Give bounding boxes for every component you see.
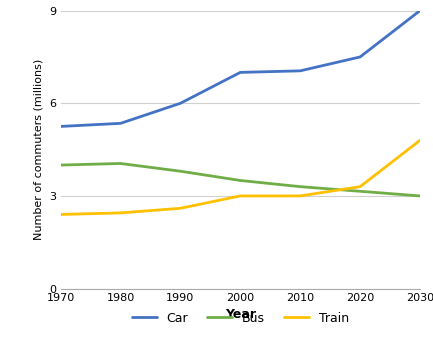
Train bbox=[118, 211, 123, 215]
Bus bbox=[297, 184, 303, 189]
Car bbox=[118, 121, 123, 125]
Bus bbox=[417, 194, 423, 198]
Train bbox=[238, 194, 243, 198]
Bus bbox=[178, 169, 183, 173]
Bus bbox=[118, 161, 123, 166]
Line: Train: Train bbox=[61, 140, 420, 215]
Line: Bus: Bus bbox=[61, 164, 420, 196]
Car bbox=[297, 69, 303, 73]
Train bbox=[58, 212, 63, 217]
Line: Car: Car bbox=[61, 11, 420, 126]
Car bbox=[58, 124, 63, 129]
Bus bbox=[58, 163, 63, 167]
Legend: Car, Bus, Train: Car, Bus, Train bbox=[127, 307, 354, 330]
Car bbox=[238, 70, 243, 74]
Car bbox=[178, 101, 183, 105]
Bus bbox=[358, 189, 363, 193]
Train bbox=[417, 138, 423, 142]
Y-axis label: Number of commuters (millions): Number of commuters (millions) bbox=[34, 59, 44, 240]
Train bbox=[358, 184, 363, 189]
Car bbox=[417, 8, 423, 13]
Train bbox=[178, 206, 183, 210]
X-axis label: Year: Year bbox=[225, 308, 256, 321]
Train bbox=[297, 194, 303, 198]
Bus bbox=[238, 178, 243, 183]
Car bbox=[358, 55, 363, 59]
